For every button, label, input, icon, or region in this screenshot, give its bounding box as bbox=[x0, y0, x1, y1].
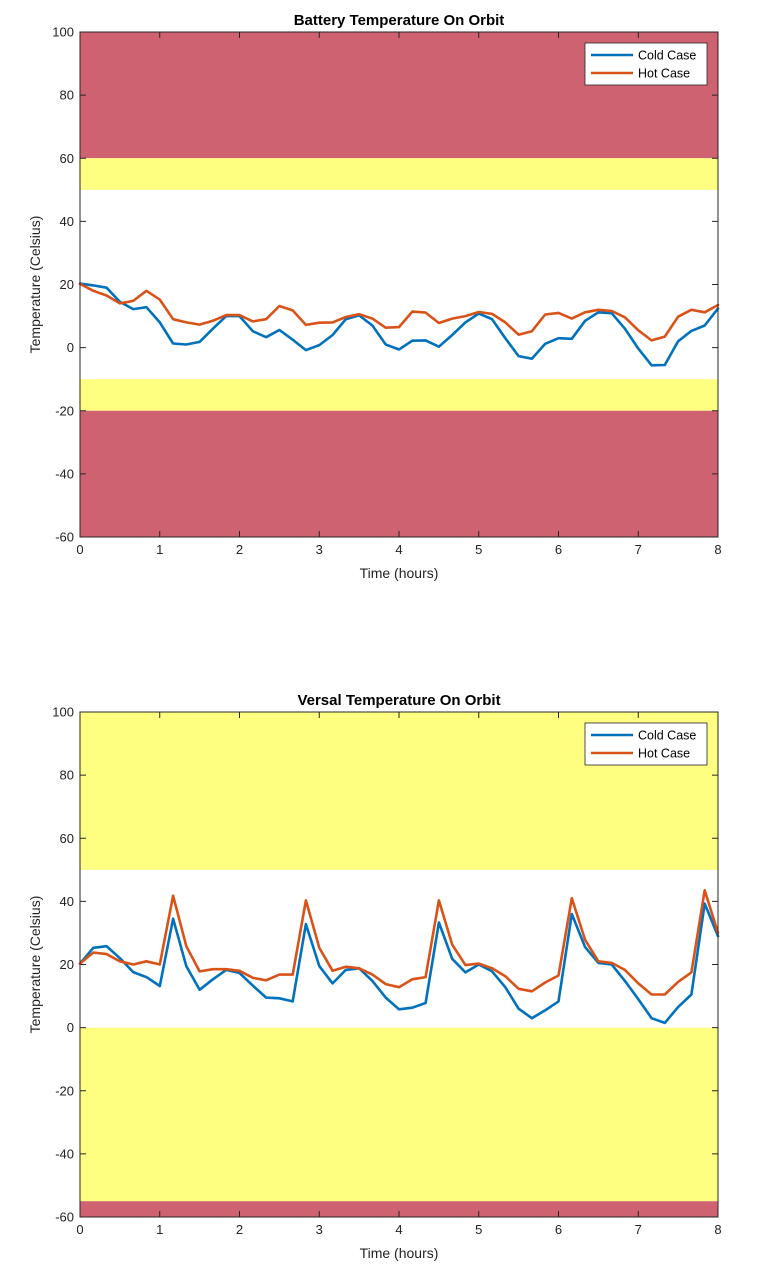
series-line-cold-case bbox=[78, 282, 720, 367]
series-line-hot-case bbox=[78, 889, 720, 996]
y-tick-label: 80 bbox=[60, 768, 74, 783]
y-tick-label: -60 bbox=[55, 1210, 74, 1225]
versal-temperature-chart: 0 1 2 3 4 5 6 7 8 -60 -40 -20 0 20 40 60 80 100 Versal Te… bbox=[27, 692, 722, 1261]
band-1 bbox=[80, 1027, 718, 1202]
x-tick-label: 4 bbox=[395, 1222, 402, 1237]
y-tick-label: 100 bbox=[52, 705, 74, 720]
y-axis-label: Temperature (Celsius) bbox=[27, 896, 43, 1034]
y-tick-label: 40 bbox=[60, 894, 74, 909]
y-tick-label: 20 bbox=[60, 957, 74, 972]
y-tick-label: -20 bbox=[55, 1083, 74, 1098]
legend-label-cold: Cold Case bbox=[638, 49, 696, 63]
y-tick-label: 20 bbox=[60, 277, 74, 292]
battery-temperature-chart: 0 1 2 3 4 5 6 7 8 -60 -40 -20 0 20 40 60 80 100 Battery T… bbox=[27, 12, 722, 581]
x-axis-label: Time (hours) bbox=[360, 565, 439, 581]
grid-layer: 0 1 2 3 4 5 6 7 8 -60 -40 -20 0 20 40 60 80 100 bbox=[52, 705, 721, 1238]
y-tick-label: -40 bbox=[55, 466, 74, 481]
legend-label-cold: Cold Case bbox=[638, 729, 696, 743]
y-tick-label: 0 bbox=[67, 340, 74, 355]
x-tick-label: 2 bbox=[236, 542, 243, 557]
legend: Cold Case Hot Case bbox=[584, 722, 708, 766]
series-line-hot-case bbox=[78, 282, 720, 342]
y-tick-label: 60 bbox=[60, 831, 74, 846]
band-3 bbox=[80, 410, 718, 537]
x-tick-label: 0 bbox=[76, 1222, 83, 1237]
y-tick-label: -60 bbox=[55, 530, 74, 545]
y-tick-label: -40 bbox=[55, 1146, 74, 1161]
y-tick-label: 100 bbox=[52, 25, 74, 40]
x-tick-label: 6 bbox=[555, 542, 562, 557]
legend-label-hot: Hot Case bbox=[638, 747, 690, 761]
x-tick-label: 8 bbox=[714, 1222, 721, 1237]
series-line-cold-case bbox=[78, 902, 720, 1025]
x-tick-label: 1 bbox=[156, 1222, 163, 1237]
x-axis-label: Time (hours) bbox=[360, 1245, 439, 1261]
series-layer bbox=[78, 282, 720, 367]
x-tick-label: 0 bbox=[76, 542, 83, 557]
x-tick-label: 2 bbox=[236, 1222, 243, 1237]
y-tick-label: 0 bbox=[67, 1020, 74, 1035]
plot-frame bbox=[79, 31, 719, 538]
legend-box bbox=[584, 42, 708, 86]
bands-layer bbox=[80, 712, 718, 1217]
x-tick-label: 3 bbox=[316, 542, 323, 557]
x-tick-label: 4 bbox=[395, 542, 402, 557]
band-1 bbox=[80, 158, 718, 190]
x-tick-label: 6 bbox=[555, 1222, 562, 1237]
series-layer bbox=[78, 889, 720, 1025]
x-tick-label: 5 bbox=[475, 1222, 482, 1237]
x-tick-label: 8 bbox=[714, 542, 721, 557]
x-tick-label: 1 bbox=[156, 542, 163, 557]
x-tick-label: 3 bbox=[316, 1222, 323, 1237]
plot-frame bbox=[79, 711, 719, 1218]
x-tick-label: 7 bbox=[635, 1222, 642, 1237]
y-tick-label: 40 bbox=[60, 214, 74, 229]
chart-title: Battery Temperature On Orbit bbox=[294, 12, 505, 29]
x-tick-label: 5 bbox=[475, 542, 482, 557]
bands-layer bbox=[80, 32, 718, 537]
y-tick-label: 80 bbox=[60, 88, 74, 103]
legend-label-hot: Hot Case bbox=[638, 67, 690, 81]
legend-box bbox=[584, 722, 708, 766]
band-2 bbox=[80, 379, 718, 411]
x-tick-label: 7 bbox=[635, 542, 642, 557]
y-axis-label: Temperature (Celsius) bbox=[27, 216, 43, 354]
chart-title: Versal Temperature On Orbit bbox=[297, 692, 500, 709]
legend: Cold Case Hot Case bbox=[584, 42, 708, 86]
y-tick-label: 60 bbox=[60, 151, 74, 166]
y-tick-label: -20 bbox=[55, 403, 74, 418]
